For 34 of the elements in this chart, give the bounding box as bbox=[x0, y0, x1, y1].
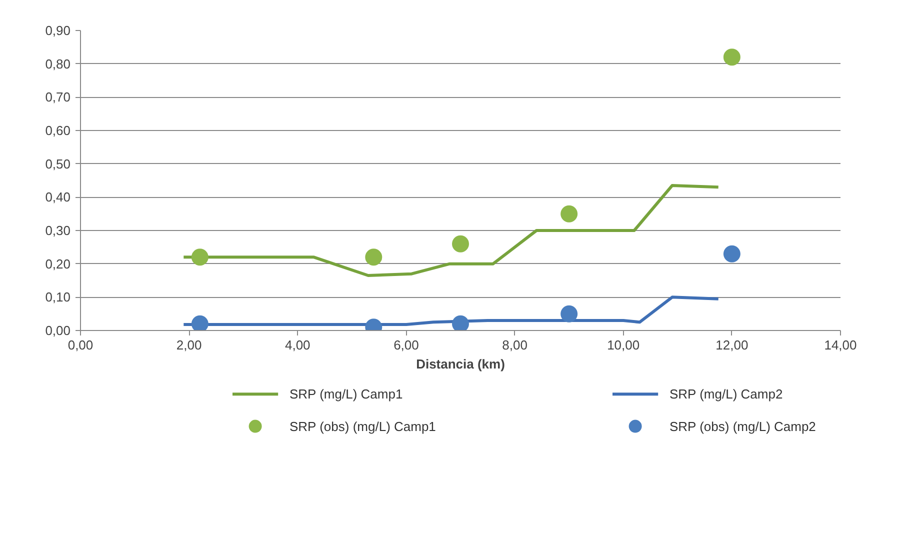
point bbox=[452, 315, 469, 330]
x-axis-title: Distancia (km) bbox=[416, 356, 505, 372]
point bbox=[723, 48, 740, 66]
y-tick-label: 0,10 bbox=[45, 290, 71, 305]
y-tick-label: 0,00 bbox=[45, 323, 71, 338]
x-tick-label: 14,00 bbox=[824, 338, 857, 352]
y-tick-label: 0,70 bbox=[45, 90, 71, 105]
point bbox=[191, 248, 208, 266]
line-series bbox=[182, 184, 720, 277]
legend-label: SRP (obs) (mg/L) Camp1 bbox=[290, 418, 436, 434]
point bbox=[560, 205, 578, 222]
y-tick-label: 0,40 bbox=[45, 190, 71, 205]
x-tick-label: 0,00 bbox=[68, 338, 94, 352]
y-tick-label: 0,50 bbox=[45, 156, 71, 172]
point bbox=[560, 305, 578, 322]
point bbox=[723, 245, 740, 262]
y-tick-label: 0,20 bbox=[45, 256, 71, 272]
legend-label: SRP (mg/L) Camp2 bbox=[670, 386, 783, 402]
y-tick-label: 0,30 bbox=[45, 223, 71, 238]
x-tick-label: 8,00 bbox=[502, 338, 528, 352]
y-tick-label: 0,80 bbox=[45, 56, 71, 72]
point bbox=[452, 235, 469, 252]
x-tick-label: 10,00 bbox=[607, 338, 640, 352]
x-tick-label: 6,00 bbox=[394, 338, 419, 352]
line-series bbox=[182, 296, 720, 326]
point bbox=[191, 315, 208, 330]
x-tick-label: 12,00 bbox=[716, 338, 748, 352]
legend-label: SRP (mg/L) Camp1 bbox=[290, 386, 403, 402]
x-tick-label: 4,00 bbox=[284, 338, 310, 352]
x-tick-label: 2,00 bbox=[176, 338, 202, 352]
y-tick-label: 0,90 bbox=[45, 23, 71, 38]
y-tick-label: 0,60 bbox=[45, 123, 71, 138]
point bbox=[365, 248, 382, 266]
legend-label: SRP (obs) (mg/L) Camp2 bbox=[670, 418, 816, 434]
